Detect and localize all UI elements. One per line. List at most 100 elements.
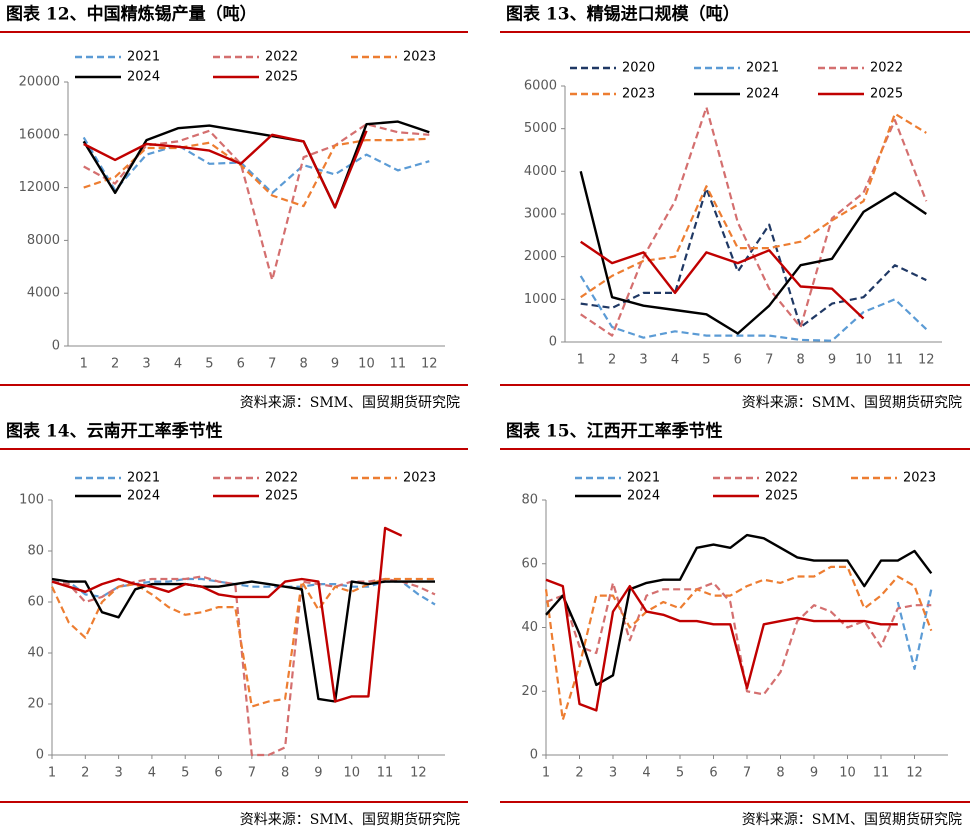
- x-tick-label: 7: [765, 353, 773, 368]
- x-tick-label: 8: [281, 766, 289, 781]
- legend-label: 2025: [265, 70, 298, 85]
- x-tick-label: 1: [577, 353, 585, 368]
- x-tick-label: 4: [671, 353, 679, 368]
- x-tick-label: 2: [608, 353, 616, 368]
- x-tick-label: 10: [343, 766, 360, 781]
- series-line: [580, 106, 928, 337]
- y-tick-label: 16000: [19, 127, 60, 142]
- y-tick-label: 80: [27, 544, 44, 559]
- legend-label: 2025: [765, 489, 798, 504]
- y-tick-label: 80: [521, 493, 538, 508]
- series-line: [580, 112, 927, 299]
- x-tick-label: 6: [734, 353, 742, 368]
- x-tick-label: 5: [181, 766, 189, 781]
- legend-label: 2024: [627, 489, 660, 504]
- x-tick-label: 7: [743, 766, 751, 781]
- y-tick-label: 5000: [524, 121, 557, 136]
- y-tick-label: 8000: [27, 233, 60, 248]
- x-tick-label: 5: [702, 353, 710, 368]
- series-line: [579, 171, 927, 335]
- y-tick-label: 3000: [524, 207, 557, 222]
- legend-label: 2022: [265, 471, 298, 486]
- series-line: [82, 136, 430, 194]
- x-tick-label: 8: [796, 353, 804, 368]
- legend-label: 2023: [903, 471, 936, 486]
- y-tick-label: 0: [36, 748, 44, 763]
- x-tick-label: 12: [421, 357, 438, 372]
- x-tick-label: 10: [839, 766, 856, 781]
- x-tick-label: 5: [676, 766, 684, 781]
- y-tick-label: 40: [521, 620, 538, 635]
- series-line: [83, 137, 430, 208]
- x-tick-label: 6: [709, 766, 717, 781]
- legend-label: 2023: [622, 87, 655, 102]
- x-tick-label: 4: [148, 766, 156, 781]
- legend-label: 2021: [627, 471, 660, 486]
- series-line: [545, 533, 933, 687]
- x-tick-label: 2: [111, 357, 119, 372]
- series-line: [896, 589, 933, 670]
- series-line: [51, 577, 435, 703]
- x-tick-label: 6: [214, 766, 222, 781]
- legend-label: 2025: [870, 87, 903, 102]
- series-line: [82, 120, 430, 209]
- x-tick-label: 1: [48, 766, 56, 781]
- x-tick-label: 10: [358, 357, 375, 372]
- y-tick-label: 60: [521, 556, 538, 571]
- series-line: [51, 575, 436, 757]
- x-tick-label: 3: [114, 766, 122, 781]
- x-tick-label: 10: [855, 353, 872, 368]
- series-line: [83, 123, 430, 282]
- x-tick-label: 2: [575, 766, 583, 781]
- y-tick-label: 4000: [524, 164, 557, 179]
- y-tick-label: 0: [549, 335, 557, 350]
- x-tick-label: 7: [248, 766, 256, 781]
- x-tick-label: 7: [268, 357, 276, 372]
- series-line: [83, 130, 368, 209]
- x-tick-label: 12: [410, 766, 427, 781]
- x-tick-label: 3: [609, 766, 617, 781]
- x-tick-label: 12: [918, 353, 935, 368]
- y-tick-label: 0: [530, 748, 538, 763]
- x-tick-label: 9: [314, 766, 322, 781]
- x-tick-label: 1: [80, 357, 88, 372]
- y-tick-label: 2000: [524, 249, 557, 264]
- series-line: [580, 240, 865, 320]
- source-note: 资料来源：SMM、国贸期货研究院: [742, 811, 962, 828]
- x-tick-label: 6: [237, 357, 245, 372]
- x-tick-label: 11: [377, 766, 394, 781]
- y-tick-label: 6000: [524, 79, 557, 94]
- legend-label: 2022: [765, 471, 798, 486]
- x-tick-label: 4: [642, 766, 650, 781]
- y-tick-label: 20: [521, 684, 538, 699]
- chart-title: 图表 12、中国精炼锡产量（吨）: [6, 4, 257, 25]
- x-tick-label: 3: [639, 353, 647, 368]
- y-tick-label: 60: [27, 595, 44, 610]
- legend-label: 2024: [127, 489, 160, 504]
- legend-label: 2022: [870, 61, 903, 76]
- legend-label: 2024: [127, 70, 160, 85]
- source-note: 资料来源：SMM、国贸期货研究院: [742, 394, 962, 411]
- series-line: [579, 275, 928, 342]
- legend-label: 2023: [403, 471, 436, 486]
- legend-label: 2021: [746, 61, 779, 76]
- x-tick-label: 9: [331, 357, 339, 372]
- y-tick-label: 100: [19, 493, 44, 508]
- x-tick-label: 3: [142, 357, 150, 372]
- x-tick-label: 8: [299, 357, 307, 372]
- legend-label: 2022: [265, 50, 298, 65]
- y-tick-label: 0: [52, 339, 60, 354]
- legend-label: 2021: [127, 50, 160, 65]
- legend-label: 2025: [265, 489, 298, 504]
- legend-label: 2023: [403, 50, 436, 65]
- chart-title: 图表 14、云南开工率季节性: [6, 421, 223, 442]
- chart-title: 图表 13、精锡进口规模（吨）: [506, 4, 740, 25]
- series-line: [52, 577, 436, 606]
- y-tick-label: 20000: [19, 75, 60, 90]
- y-tick-label: 1000: [524, 292, 557, 307]
